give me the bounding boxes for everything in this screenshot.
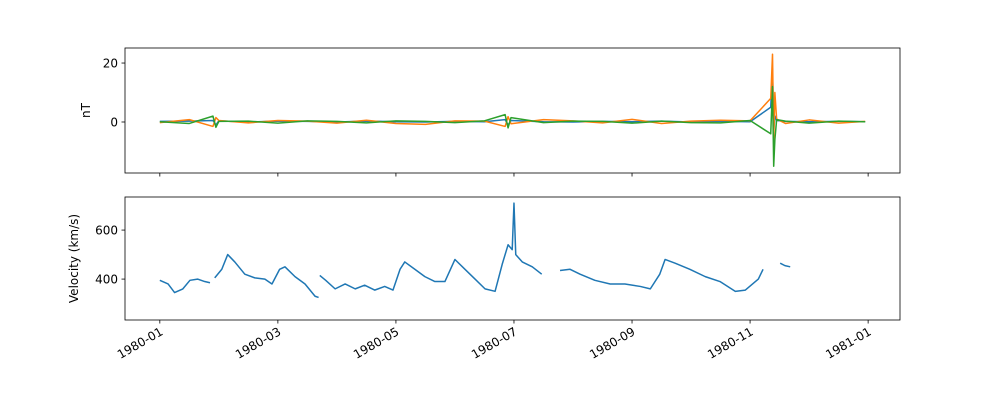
y-tick-label: 600: [95, 224, 118, 238]
axes-frame: [124, 47, 901, 174]
x-tick-label: 1980-01: [115, 324, 165, 361]
x-tick-label: 1981-01: [823, 324, 873, 361]
x-tick-label: 1980-11: [705, 324, 755, 361]
data-line: [159, 202, 791, 299]
data-line: [159, 85, 866, 167]
x-tick-label: 1980-09: [587, 324, 637, 361]
y-tick-label: 0: [110, 115, 118, 129]
y-tick-label: 20: [103, 57, 118, 71]
x-tick-label: 1980-05: [351, 324, 401, 361]
x-tick-label: 1980-03: [233, 324, 283, 361]
y-tick-label: 400: [95, 273, 118, 287]
y-axis-label: Velocity (km/s): [67, 214, 81, 303]
x-tick-label: 1980-07: [469, 324, 519, 361]
y-axis-label: nT: [79, 102, 93, 118]
axes-frame: [124, 196, 901, 321]
